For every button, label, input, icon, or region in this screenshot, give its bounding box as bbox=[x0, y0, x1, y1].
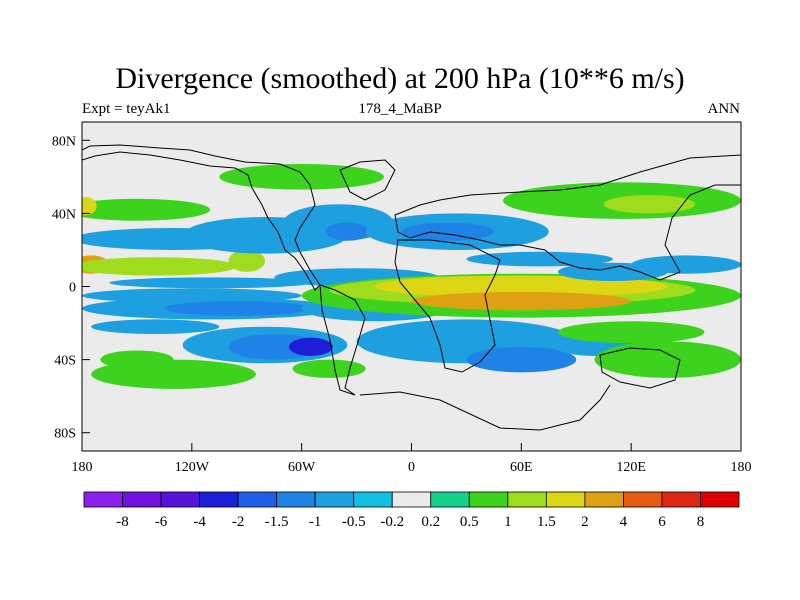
colorbar-swatch-5 bbox=[276, 491, 316, 508]
colorbar-swatch-14 bbox=[623, 491, 663, 508]
colorbar-label-1: -6 bbox=[155, 514, 168, 530]
field-region-3 bbox=[82, 257, 238, 276]
colorbar-label-3: -2 bbox=[232, 514, 245, 530]
field-region-31 bbox=[557, 321, 705, 344]
colorbar-swatch-2 bbox=[160, 491, 200, 508]
colorbar-label-14: 6 bbox=[658, 514, 666, 530]
y-tick-label-4: 80S bbox=[54, 427, 76, 442]
field-region-18 bbox=[325, 222, 370, 241]
x-tick-label-5: 120E bbox=[616, 460, 646, 475]
colorbar-label-6: -0.5 bbox=[342, 514, 366, 530]
colorbar-swatch-10 bbox=[468, 491, 509, 508]
antarctica-coastline bbox=[359, 384, 611, 431]
field-region-32 bbox=[594, 341, 741, 378]
colorbar-label-15: 8 bbox=[697, 514, 705, 530]
colorbar-swatch-0 bbox=[83, 491, 123, 508]
colorbar-swatch-9 bbox=[430, 491, 470, 508]
x-tick-label-6: 180 bbox=[731, 460, 752, 475]
colorbar-label-8: 0.2 bbox=[421, 514, 440, 530]
colorbar-label-5: -1 bbox=[309, 514, 322, 530]
experiment-label: Expt = teyAk1 bbox=[82, 101, 171, 117]
y-tick-label-3: 40S bbox=[54, 354, 76, 369]
chart-title: Divergence (smoothed) at 200 hPa (10**6 … bbox=[115, 62, 685, 95]
field-region-0 bbox=[82, 198, 211, 221]
colorbar-swatch-16 bbox=[700, 491, 740, 508]
y-tick-label-2: 0 bbox=[69, 281, 76, 296]
field-region-28 bbox=[374, 275, 668, 298]
colorbar-swatch-7 bbox=[353, 491, 393, 508]
field-region-33 bbox=[292, 359, 366, 378]
period-label: 178_4_MaBP bbox=[358, 101, 442, 117]
greenland-coastline bbox=[339, 159, 396, 201]
x-tick-label-0: 180 bbox=[72, 460, 93, 475]
season-label: ANN bbox=[707, 101, 741, 117]
field-region-15 bbox=[91, 359, 256, 389]
africa-coastline bbox=[394, 239, 501, 373]
field-region-36 bbox=[219, 164, 385, 190]
field-region-20 bbox=[402, 222, 494, 241]
colorbar-label-2: -4 bbox=[193, 514, 206, 530]
colorbar-swatch-8 bbox=[391, 491, 432, 508]
north-america-coastline bbox=[82, 144, 321, 291]
colorbar-label-4: -1.5 bbox=[265, 514, 289, 530]
field-region-1 bbox=[82, 196, 97, 216]
colorbar-swatch-3 bbox=[199, 491, 239, 508]
south-america-coastline bbox=[319, 284, 366, 396]
x-tick-label-2: 60W bbox=[288, 460, 316, 475]
australia-coastline bbox=[599, 347, 681, 389]
field-region-35 bbox=[603, 195, 696, 214]
x-tick-label-1: 120W bbox=[175, 460, 210, 475]
colorbar-swatch-13 bbox=[584, 491, 624, 508]
field-region-24 bbox=[466, 346, 577, 373]
colorbar-label-13: 4 bbox=[620, 514, 628, 530]
x-tick-label-4: 60E bbox=[510, 460, 533, 475]
field-region-29 bbox=[411, 291, 632, 311]
colorbar-label-10: 1 bbox=[504, 514, 512, 530]
field-region-13 bbox=[288, 337, 333, 356]
colorbar-swatch-6 bbox=[314, 491, 355, 508]
field-region-38 bbox=[631, 255, 741, 274]
coastlines bbox=[82, 144, 741, 431]
colorbar-swatch-4 bbox=[237, 491, 278, 508]
colorbar-label-9: 0.5 bbox=[460, 514, 479, 530]
field-region-37 bbox=[466, 251, 613, 267]
y-tick-label-1: 40N bbox=[52, 207, 76, 222]
colorbar-swatch-11 bbox=[507, 491, 547, 508]
x-tick-label-3: 0 bbox=[408, 460, 415, 475]
field-region-9 bbox=[164, 301, 311, 316]
colorbar-label-12: 2 bbox=[581, 514, 589, 530]
colorbar-label-11: 1.5 bbox=[537, 514, 556, 530]
y-tick-label-0: 80N bbox=[52, 134, 76, 149]
field-region-6 bbox=[109, 277, 311, 289]
colorbar-label-7: -0.2 bbox=[380, 514, 404, 530]
colorbar-swatch-1 bbox=[122, 491, 162, 508]
colorbar-swatch-15 bbox=[661, 491, 701, 508]
field-region-10 bbox=[91, 319, 220, 335]
colorbar-swatch-12 bbox=[545, 491, 586, 508]
eurasia-coastline bbox=[394, 154, 741, 281]
field-region-4 bbox=[228, 249, 266, 272]
colorbar-label-0: -8 bbox=[116, 514, 129, 530]
